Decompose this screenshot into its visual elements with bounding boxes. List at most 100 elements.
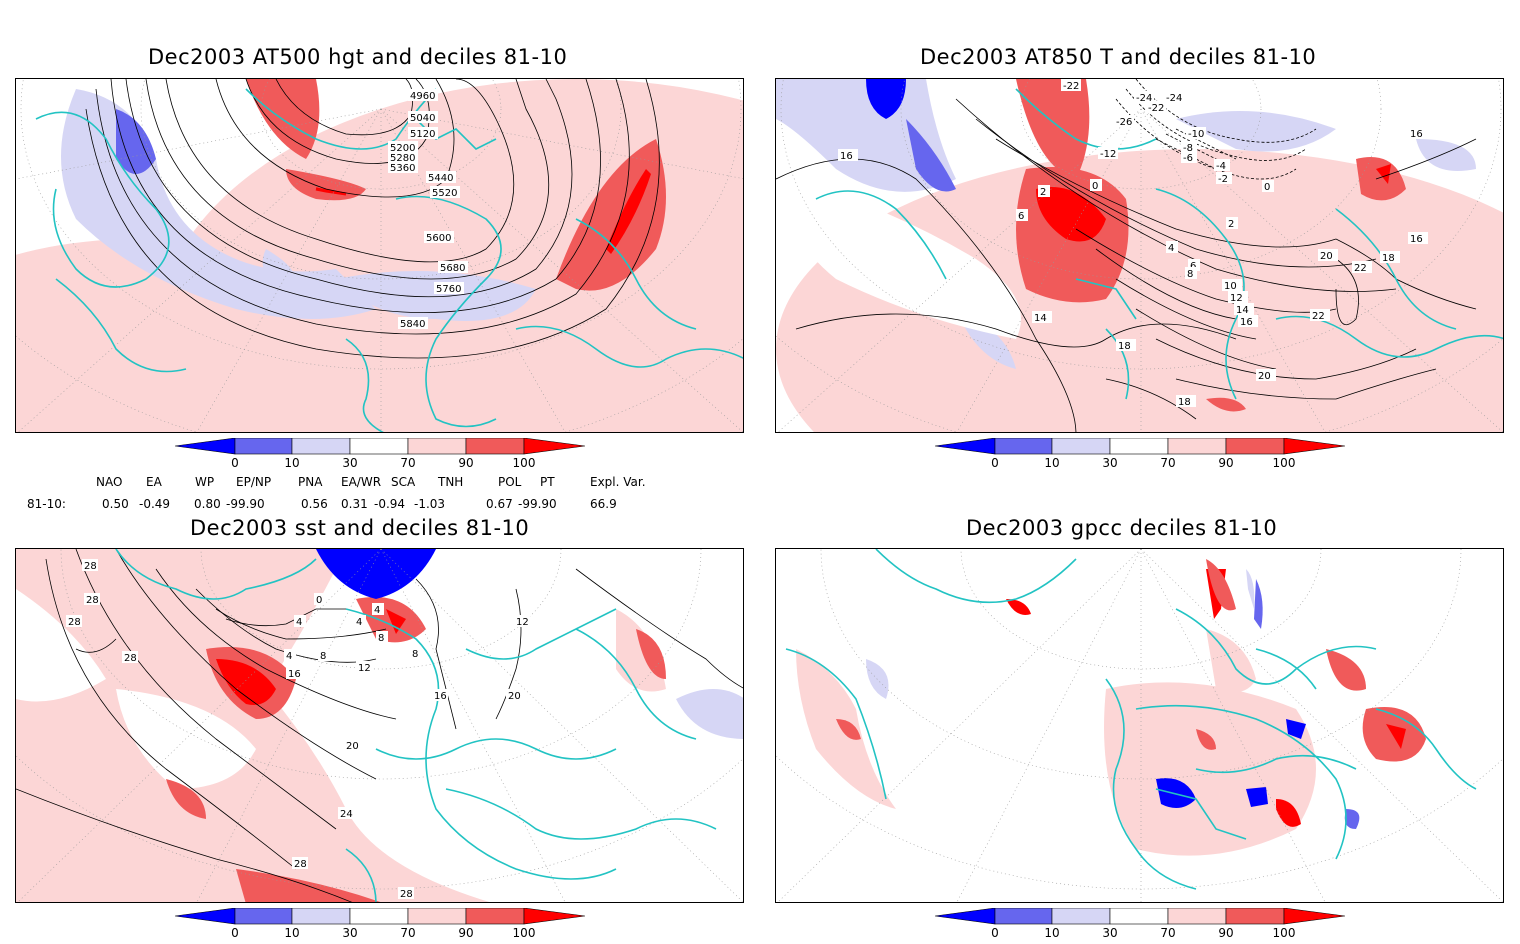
map-sst: 28 28 28 28 0 4 4 4 8 8 12 12 16 16 20 2… [15, 548, 744, 903]
teleconn-value: 0.56 [301, 497, 328, 511]
contour-label: 20 [346, 741, 359, 752]
colorbar-tick: 100 [513, 926, 536, 940]
colorbar-tick: 70 [400, 456, 415, 470]
teleconn-value: 0.50 [102, 497, 129, 511]
colorbar-sst-svg: 0 10 30 70 90 100 [174, 907, 586, 940]
contour-label: 5120 [410, 129, 435, 140]
contour-label: 10 [1224, 281, 1237, 292]
contour-label: 5040 [410, 113, 435, 124]
colorbar-tick: 10 [284, 456, 299, 470]
contour-label: 18 [1118, 341, 1131, 352]
contour-label: 8 [378, 633, 384, 644]
panel-title-t850: Dec2003 AT850 T and deciles 81-10 [920, 45, 1317, 69]
contour-label: 5840 [400, 319, 425, 330]
teleconn-header: EP/NP [236, 475, 272, 489]
map-hgt500: 4960 5040 5120 5200 5280 5360 5440 5520 … [15, 78, 744, 433]
map-gpcc [775, 548, 1504, 903]
colorbar-tick: 30 [342, 926, 357, 940]
contour-label: 20 [1258, 371, 1271, 382]
contour-label: 8 [320, 651, 326, 662]
colorbar-tick: 0 [991, 926, 999, 940]
contour-label: -24 [1136, 93, 1152, 104]
contour-label: 8 [412, 649, 418, 660]
contour-label: 18 [1382, 253, 1395, 264]
colorbar-tick: 30 [1102, 456, 1117, 470]
contour-label: 5600 [426, 233, 451, 244]
teleconn-value: -0.94 [374, 497, 406, 511]
colorbar-tick: 90 [458, 456, 473, 470]
contour-label: 4960 [410, 91, 435, 102]
contour-label: 4 [374, 605, 380, 616]
teleconn-header: POL [498, 475, 522, 489]
colorbar-tick: 30 [342, 456, 357, 470]
contour-label: 2 [1040, 187, 1046, 198]
colorbar-tick: 100 [1273, 926, 1296, 940]
contour-label: 16 [1240, 317, 1253, 328]
teleconn-header: SCA [391, 475, 416, 489]
contour-label: -6 [1183, 153, 1193, 164]
contour-label: 16 [1410, 234, 1423, 245]
contour-label: -8 [1183, 143, 1193, 154]
colorbar-tick: 100 [513, 456, 536, 470]
teleconn-value: 0.80 [194, 497, 221, 511]
colorbar-gpcc: 0 10 30 70 90 100 [934, 907, 1346, 940]
contour-label: 2 [1228, 219, 1234, 230]
colorbar-tick: 70 [1160, 926, 1175, 940]
contour-label: 6 [1190, 261, 1196, 272]
teleconn-header: PNA [298, 475, 323, 489]
teleconn-header: WP [195, 475, 215, 489]
colorbar-tick: 0 [231, 926, 239, 940]
colorbar-hgt500: 0 10 30 70 90 100 [174, 437, 586, 470]
contour-label: 16 [1410, 129, 1423, 140]
colorbar-tick: 10 [1044, 456, 1059, 470]
colorbar-tick: 10 [1044, 926, 1059, 940]
contour-label: -22 [1148, 103, 1164, 114]
teleconn-value: -0.49 [139, 497, 171, 511]
contour-label: 4 [356, 617, 362, 628]
contour-label: 28 [84, 561, 97, 572]
colorbar-tick: 30 [1102, 926, 1117, 940]
contour-label: 28 [294, 859, 307, 870]
colorbar-hgt500-svg: 0 10 30 70 90 100 [174, 437, 586, 470]
colorbar-tick: 90 [458, 926, 473, 940]
teleconn-value: -99.90 [226, 497, 265, 511]
contour-label: -12 [1100, 149, 1116, 160]
contour-label: -24 [1166, 93, 1182, 104]
contour-label: 5360 [390, 163, 415, 174]
contour-label: 16 [288, 669, 301, 680]
contour-label: 18 [1178, 397, 1191, 408]
colorbar-tick: 100 [1273, 456, 1296, 470]
teleconn-header: EA [146, 475, 162, 489]
colorbar-tick: 10 [284, 926, 299, 940]
contour-label: 16 [434, 691, 447, 702]
teleconn-header: PT [540, 475, 555, 489]
colorbar-tick: 90 [1218, 926, 1233, 940]
contour-label: 4 [296, 617, 302, 628]
teleconn-value: -99.90 [518, 497, 557, 511]
contour-label: -22 [1063, 81, 1079, 92]
contour-label: -10 [1188, 129, 1204, 140]
contour-label: 5200 [390, 143, 415, 154]
map-gpcc-canvas [776, 549, 1503, 902]
contour-label: 8 [1187, 269, 1193, 280]
contour-label: 5520 [432, 188, 457, 199]
panel-title-sst: Dec2003 sst and deciles 81-10 [190, 516, 530, 540]
contour-label: 5680 [440, 263, 465, 274]
contour-label: 5280 [390, 153, 415, 164]
contour-label: 0 [1092, 181, 1098, 192]
teleconn-value: 66.9 [590, 497, 617, 511]
contour-label: -4 [1216, 161, 1226, 172]
contour-label: 16 [840, 151, 853, 162]
colorbar-gpcc-svg: 0 10 30 70 90 100 [934, 907, 1346, 940]
contour-label: 28 [68, 617, 81, 628]
contour-label: 12 [358, 663, 371, 674]
contour-label: 22 [1354, 263, 1367, 274]
map-hgt500-canvas: 4960 5040 5120 5200 5280 5360 5440 5520 … [16, 79, 743, 432]
colorbar-tick: 70 [1160, 456, 1175, 470]
colorbar-tick: 70 [400, 926, 415, 940]
contour-label: 0 [1264, 182, 1270, 193]
panel-title-gpcc: Dec2003 gpcc deciles 81-10 [966, 516, 1278, 540]
colorbar-t850: 0 10 30 70 90 100 [934, 437, 1346, 470]
contour-label: 12 [516, 617, 529, 628]
contour-label: 5760 [436, 284, 461, 295]
